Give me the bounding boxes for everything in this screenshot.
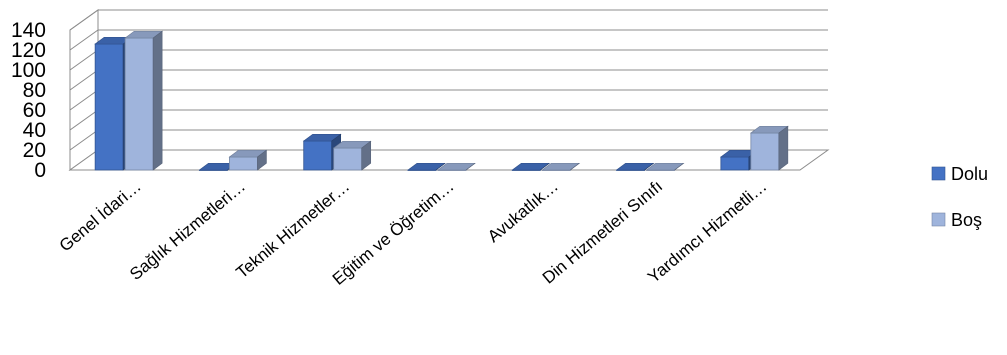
bar-side bbox=[361, 140, 372, 171]
y-tick-label: 20 bbox=[23, 139, 46, 162]
gridline bbox=[69, 89, 828, 111]
bar-front bbox=[333, 147, 363, 171]
bar-boş-2 bbox=[332, 140, 372, 171]
bar-side bbox=[570, 163, 580, 171]
bar-side bbox=[435, 163, 446, 171]
gridline bbox=[69, 129, 828, 151]
bar-front bbox=[720, 156, 750, 171]
gridline bbox=[69, 69, 828, 91]
gridline bbox=[69, 109, 828, 131]
bar-boş-6 bbox=[749, 125, 789, 171]
gridline bbox=[69, 29, 828, 51]
bar-side bbox=[152, 30, 163, 171]
bar-front bbox=[750, 132, 780, 171]
legend-swatch-boş bbox=[931, 212, 946, 227]
bar-boş-1 bbox=[228, 149, 268, 171]
y-tick-label: 60 bbox=[23, 99, 46, 122]
y-tick-label: 140 bbox=[11, 19, 46, 42]
bar-front bbox=[303, 140, 333, 171]
y-tick-label: 0 bbox=[34, 159, 46, 182]
x-category-label: Avukatlık… bbox=[484, 177, 562, 247]
bar-boş-0 bbox=[124, 30, 164, 171]
bar-front bbox=[124, 37, 154, 171]
bar-dolu-3 bbox=[407, 162, 446, 171]
bar-front bbox=[229, 156, 258, 171]
bar-side bbox=[674, 163, 684, 171]
bar-dolu-5 bbox=[615, 162, 655, 171]
bar-side bbox=[778, 125, 789, 171]
x-category-label: Teknik Hizmetler… bbox=[233, 177, 354, 283]
legend-label-dolu: Dolu bbox=[951, 164, 988, 184]
bar-boş-5 bbox=[645, 162, 685, 171]
x-category-label: Genel İdari… bbox=[56, 177, 145, 256]
x-category-label: Sağlık Hizmetleri… bbox=[126, 177, 249, 284]
bar-side bbox=[257, 149, 267, 171]
y-tick-label: 100 bbox=[11, 59, 46, 82]
bar-front bbox=[94, 43, 124, 171]
bar-dolu-4 bbox=[511, 162, 551, 171]
y-tick-label: 80 bbox=[23, 79, 46, 102]
y-tick-label: 40 bbox=[23, 119, 46, 142]
legend-label-boş: Boş bbox=[951, 210, 982, 230]
bar-side bbox=[540, 163, 550, 171]
y-tick-label: 120 bbox=[11, 39, 46, 62]
gridline bbox=[69, 49, 828, 71]
legend-swatch-dolu bbox=[931, 166, 946, 181]
bar-side bbox=[644, 163, 654, 171]
side-wall bbox=[69, 9, 99, 171]
bar-side bbox=[465, 163, 476, 171]
gridline bbox=[69, 9, 828, 31]
bar-boş-4 bbox=[541, 162, 581, 171]
bar-boş-3 bbox=[437, 162, 476, 171]
